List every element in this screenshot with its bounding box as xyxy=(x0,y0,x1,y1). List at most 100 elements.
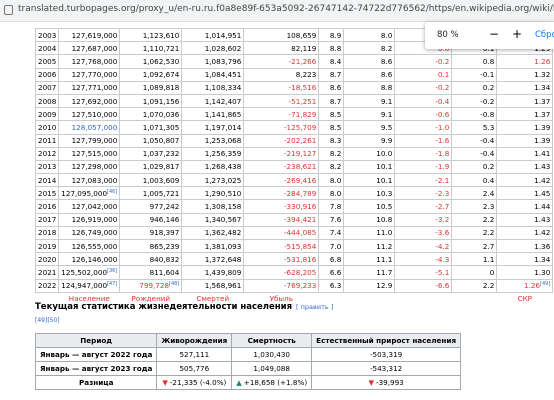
table-cell: 10.5 xyxy=(343,199,396,214)
table-cell: -515,854 xyxy=(243,238,320,254)
table-cell: -1.9 xyxy=(394,159,453,175)
table-cell: -531,816 xyxy=(243,252,320,267)
stats-cell: -503,319 xyxy=(311,347,462,362)
table-cell: -71,829 xyxy=(243,107,320,122)
column-label: Рождений xyxy=(131,294,171,304)
table-cell: 918,397 xyxy=(119,225,183,241)
edit-link[interactable]: [ править ] xyxy=(296,303,334,311)
cell-text: 2003 xyxy=(38,30,57,40)
reference[interactable]: [47] xyxy=(107,281,118,288)
cell-text: 108,659 xyxy=(286,30,317,40)
row-label: Январь — август 2023 года xyxy=(34,361,158,376)
cell-text: 9.1 xyxy=(380,96,393,106)
footer-cell: Смертей xyxy=(182,292,244,305)
cell-text: 7.0 xyxy=(329,241,342,251)
table-cell: 1,568,961 xyxy=(181,278,245,293)
reference[interactable]: [46] xyxy=(107,188,118,195)
table-cell: 2007 xyxy=(34,80,60,95)
table-cell: 82,119 xyxy=(243,41,320,56)
zoom-out[interactable]: − xyxy=(489,27,500,41)
cell-text: 2013 xyxy=(38,162,57,172)
cell-text: 127,515,000 xyxy=(71,149,118,159)
stats-cell: ▼ -39,993 xyxy=(311,375,462,390)
table-row: 2010 128,057,000 1,071,305 1,197,014 -125,70… xyxy=(34,120,554,135)
cell-text: 1,091,156 xyxy=(142,96,180,106)
cell-text: 7.8 xyxy=(329,202,342,212)
table-cell: 1,253,068 xyxy=(181,133,245,148)
cell-text: -444,085 xyxy=(283,228,317,238)
cell-text: 2012 xyxy=(38,149,57,159)
zoom-reset[interactable]: Сбро xyxy=(535,30,554,40)
cell-text: 1,110,721 xyxy=(142,43,180,53)
table-cell: 1.39 xyxy=(496,120,554,135)
table-cell: 8.4 xyxy=(318,54,345,69)
cell-text: 1,381,093 xyxy=(204,241,242,251)
table-cell: 8.6 xyxy=(318,80,345,95)
cell-text: 9.1 xyxy=(380,109,393,119)
table-cell: -238,621 xyxy=(243,159,320,175)
table-cell: 1,273,025 xyxy=(181,173,245,188)
cell-text[interactable]: 128,057,000 xyxy=(71,122,118,132)
cell-text[interactable]: 1.26 xyxy=(524,281,541,291)
reference[interactable]: [48] xyxy=(169,281,180,288)
table-cell: -0.6 xyxy=(394,107,453,122)
table-cell: 127,768,000 xyxy=(58,54,121,69)
table-cell: 1.43 xyxy=(496,159,554,175)
table-cell: 0.4 xyxy=(451,173,498,188)
cell-text: -2.3 xyxy=(435,188,450,198)
cell-text: 1,014,951 xyxy=(204,30,242,40)
table-cell: -0.2 xyxy=(394,80,453,95)
table-row: 2020 126,146,000 840,832 1,372,648 -531,816 6… xyxy=(34,252,554,267)
cell-text: 6.8 xyxy=(329,254,342,264)
cell-text: 2011 xyxy=(38,136,57,146)
table-cell: 127,770,000 xyxy=(58,67,121,82)
cell-text[interactable]: 1.26 xyxy=(534,56,551,66)
cell-text: 2018 xyxy=(38,228,57,238)
site-icon[interactable] xyxy=(4,5,13,15)
cell-text: 8.2 xyxy=(380,43,393,53)
table-cell: 1.45 xyxy=(496,186,554,201)
table-cell: 7.0 xyxy=(318,238,345,254)
table-cell: 8.2 xyxy=(318,146,345,161)
table-cell: 2013 xyxy=(34,159,60,175)
cell-text: 10.5 xyxy=(376,202,393,212)
table-cell: 8,223 xyxy=(243,67,320,82)
table-cell: 12.9 xyxy=(343,278,396,293)
url[interactable]: translated.turbopages.org/proxy_u/en-ru.… xyxy=(18,4,554,14)
cell-text: 127,768,000 xyxy=(71,56,118,66)
table-cell: 126,555,000 xyxy=(58,238,121,254)
table-cell: -202,261 xyxy=(243,133,320,148)
table-cell: 127,687,000 xyxy=(58,41,121,56)
header-cell: Смертность xyxy=(231,333,313,348)
cell-text: -3.6 xyxy=(435,228,450,238)
cell-text: 8.6 xyxy=(380,56,393,66)
table-row: 2011 127,799,000 1,050,807 1,253,068 -202,26… xyxy=(34,133,554,148)
table-cell: 1,092,674 xyxy=(119,67,183,82)
cell-text: 8.0 xyxy=(329,188,342,198)
table-cell: 8.6 xyxy=(343,67,396,82)
cell-text: 11.1 xyxy=(376,254,393,264)
table-cell: 1,372,648 xyxy=(181,252,245,267)
table-cell: 8.7 xyxy=(318,93,345,109)
reference[interactable]: [49] xyxy=(540,281,551,288)
table-cell: 2.2 xyxy=(451,278,498,293)
cell-text: 8.8 xyxy=(380,83,393,93)
cell-text[interactable]: 799,728 xyxy=(139,281,170,291)
cell-text: 5.3 xyxy=(482,122,495,132)
reference[interactable]: [36] xyxy=(107,267,118,274)
table-cell: 127,515,000 xyxy=(58,146,121,161)
cell-text: -21,266 xyxy=(288,56,317,66)
cell-text: 1.34 xyxy=(534,254,551,264)
table-cell: 1.30 xyxy=(496,265,554,280)
table-cell: 1,362,482 xyxy=(181,225,245,241)
table-cell: 1.39 xyxy=(496,133,554,148)
table-row: 2006 127,770,000 1,092,674 1,084,451 8,223 8.… xyxy=(34,67,554,82)
cell-text: 2.2 xyxy=(482,281,495,291)
cell-text: 8.0 xyxy=(380,30,393,40)
cell-text: 8.7 xyxy=(329,96,342,106)
cell-text: 127,510,000 xyxy=(71,109,118,119)
references[interactable]: [49][50] xyxy=(35,317,60,324)
cell-text: -0.2 xyxy=(435,56,450,66)
table-cell: 2018 xyxy=(34,225,60,241)
zoom-in[interactable]: + xyxy=(512,27,523,41)
